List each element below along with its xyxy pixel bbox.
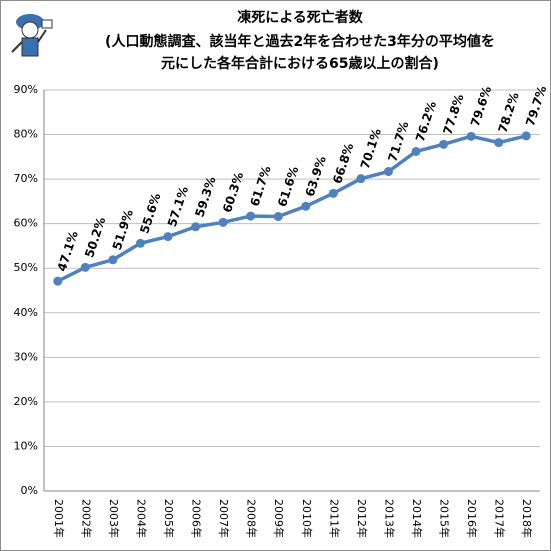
x-tick-label: 2017年 — [493, 499, 507, 538]
y-tick-label: 10% — [14, 439, 38, 452]
chart-title: 凍死による死亡者数 — [237, 9, 364, 26]
marker — [246, 211, 256, 221]
chart-subtitle: (人口動態調査、該当年と過去2年を合わせた3年分の平均値を — [105, 33, 495, 50]
x-tick-label: 2009年 — [272, 499, 286, 538]
x-tick-label: 2008年 — [245, 499, 259, 538]
x-tick-label: 2015年 — [438, 499, 452, 538]
x-tick-label: 2018年 — [520, 499, 534, 538]
marker — [80, 262, 90, 272]
x-tick-label: 2013年 — [382, 499, 396, 538]
line — [56, 134, 527, 283]
y-tick-label: 60% — [14, 217, 38, 230]
x-tick-label: 2003年 — [107, 499, 121, 538]
x-tick-label: 2007年 — [217, 499, 231, 538]
mascot-icon — [11, 14, 53, 57]
y-tick-label: 30% — [14, 350, 38, 363]
x-tick-label: 2004年 — [134, 499, 148, 538]
marker — [301, 201, 311, 211]
x-tick-label: 2010年 — [300, 499, 314, 538]
y-tick-label: 70% — [14, 172, 38, 185]
marker — [328, 188, 338, 198]
x-tick-label: 2014年 — [410, 499, 424, 538]
y-tick-label: 40% — [14, 306, 38, 319]
x-tick-label: 2001年 — [52, 499, 66, 538]
x-tick-label: 2005年 — [162, 499, 176, 538]
marker — [163, 232, 173, 242]
marker — [521, 131, 531, 141]
marker — [494, 138, 504, 148]
y-tick-label: 50% — [14, 261, 38, 274]
x-tick-label: 2012年 — [355, 499, 369, 538]
x-tick-label: 2011年 — [327, 499, 341, 538]
marker — [53, 276, 63, 286]
marker — [356, 174, 366, 184]
y-tick-label: 0% — [21, 484, 38, 497]
marker — [218, 217, 228, 227]
x-tick-label: 2016年 — [465, 499, 479, 538]
marker — [383, 167, 393, 177]
chart-subtitle: 元にした各年合計における65歳以上の割合) — [161, 55, 439, 72]
marker — [191, 222, 201, 232]
marker — [273, 212, 283, 222]
marker — [411, 146, 421, 156]
marker — [466, 131, 476, 141]
marker — [108, 255, 118, 265]
y-tick-label: 80% — [14, 128, 38, 141]
x-tick-label: 2006年 — [190, 499, 204, 538]
x-tick-label: 2002年 — [79, 499, 93, 538]
marker — [439, 139, 449, 149]
marker — [135, 238, 145, 248]
y-tick-label: 20% — [14, 395, 38, 408]
y-tick-label: 90% — [14, 83, 38, 96]
